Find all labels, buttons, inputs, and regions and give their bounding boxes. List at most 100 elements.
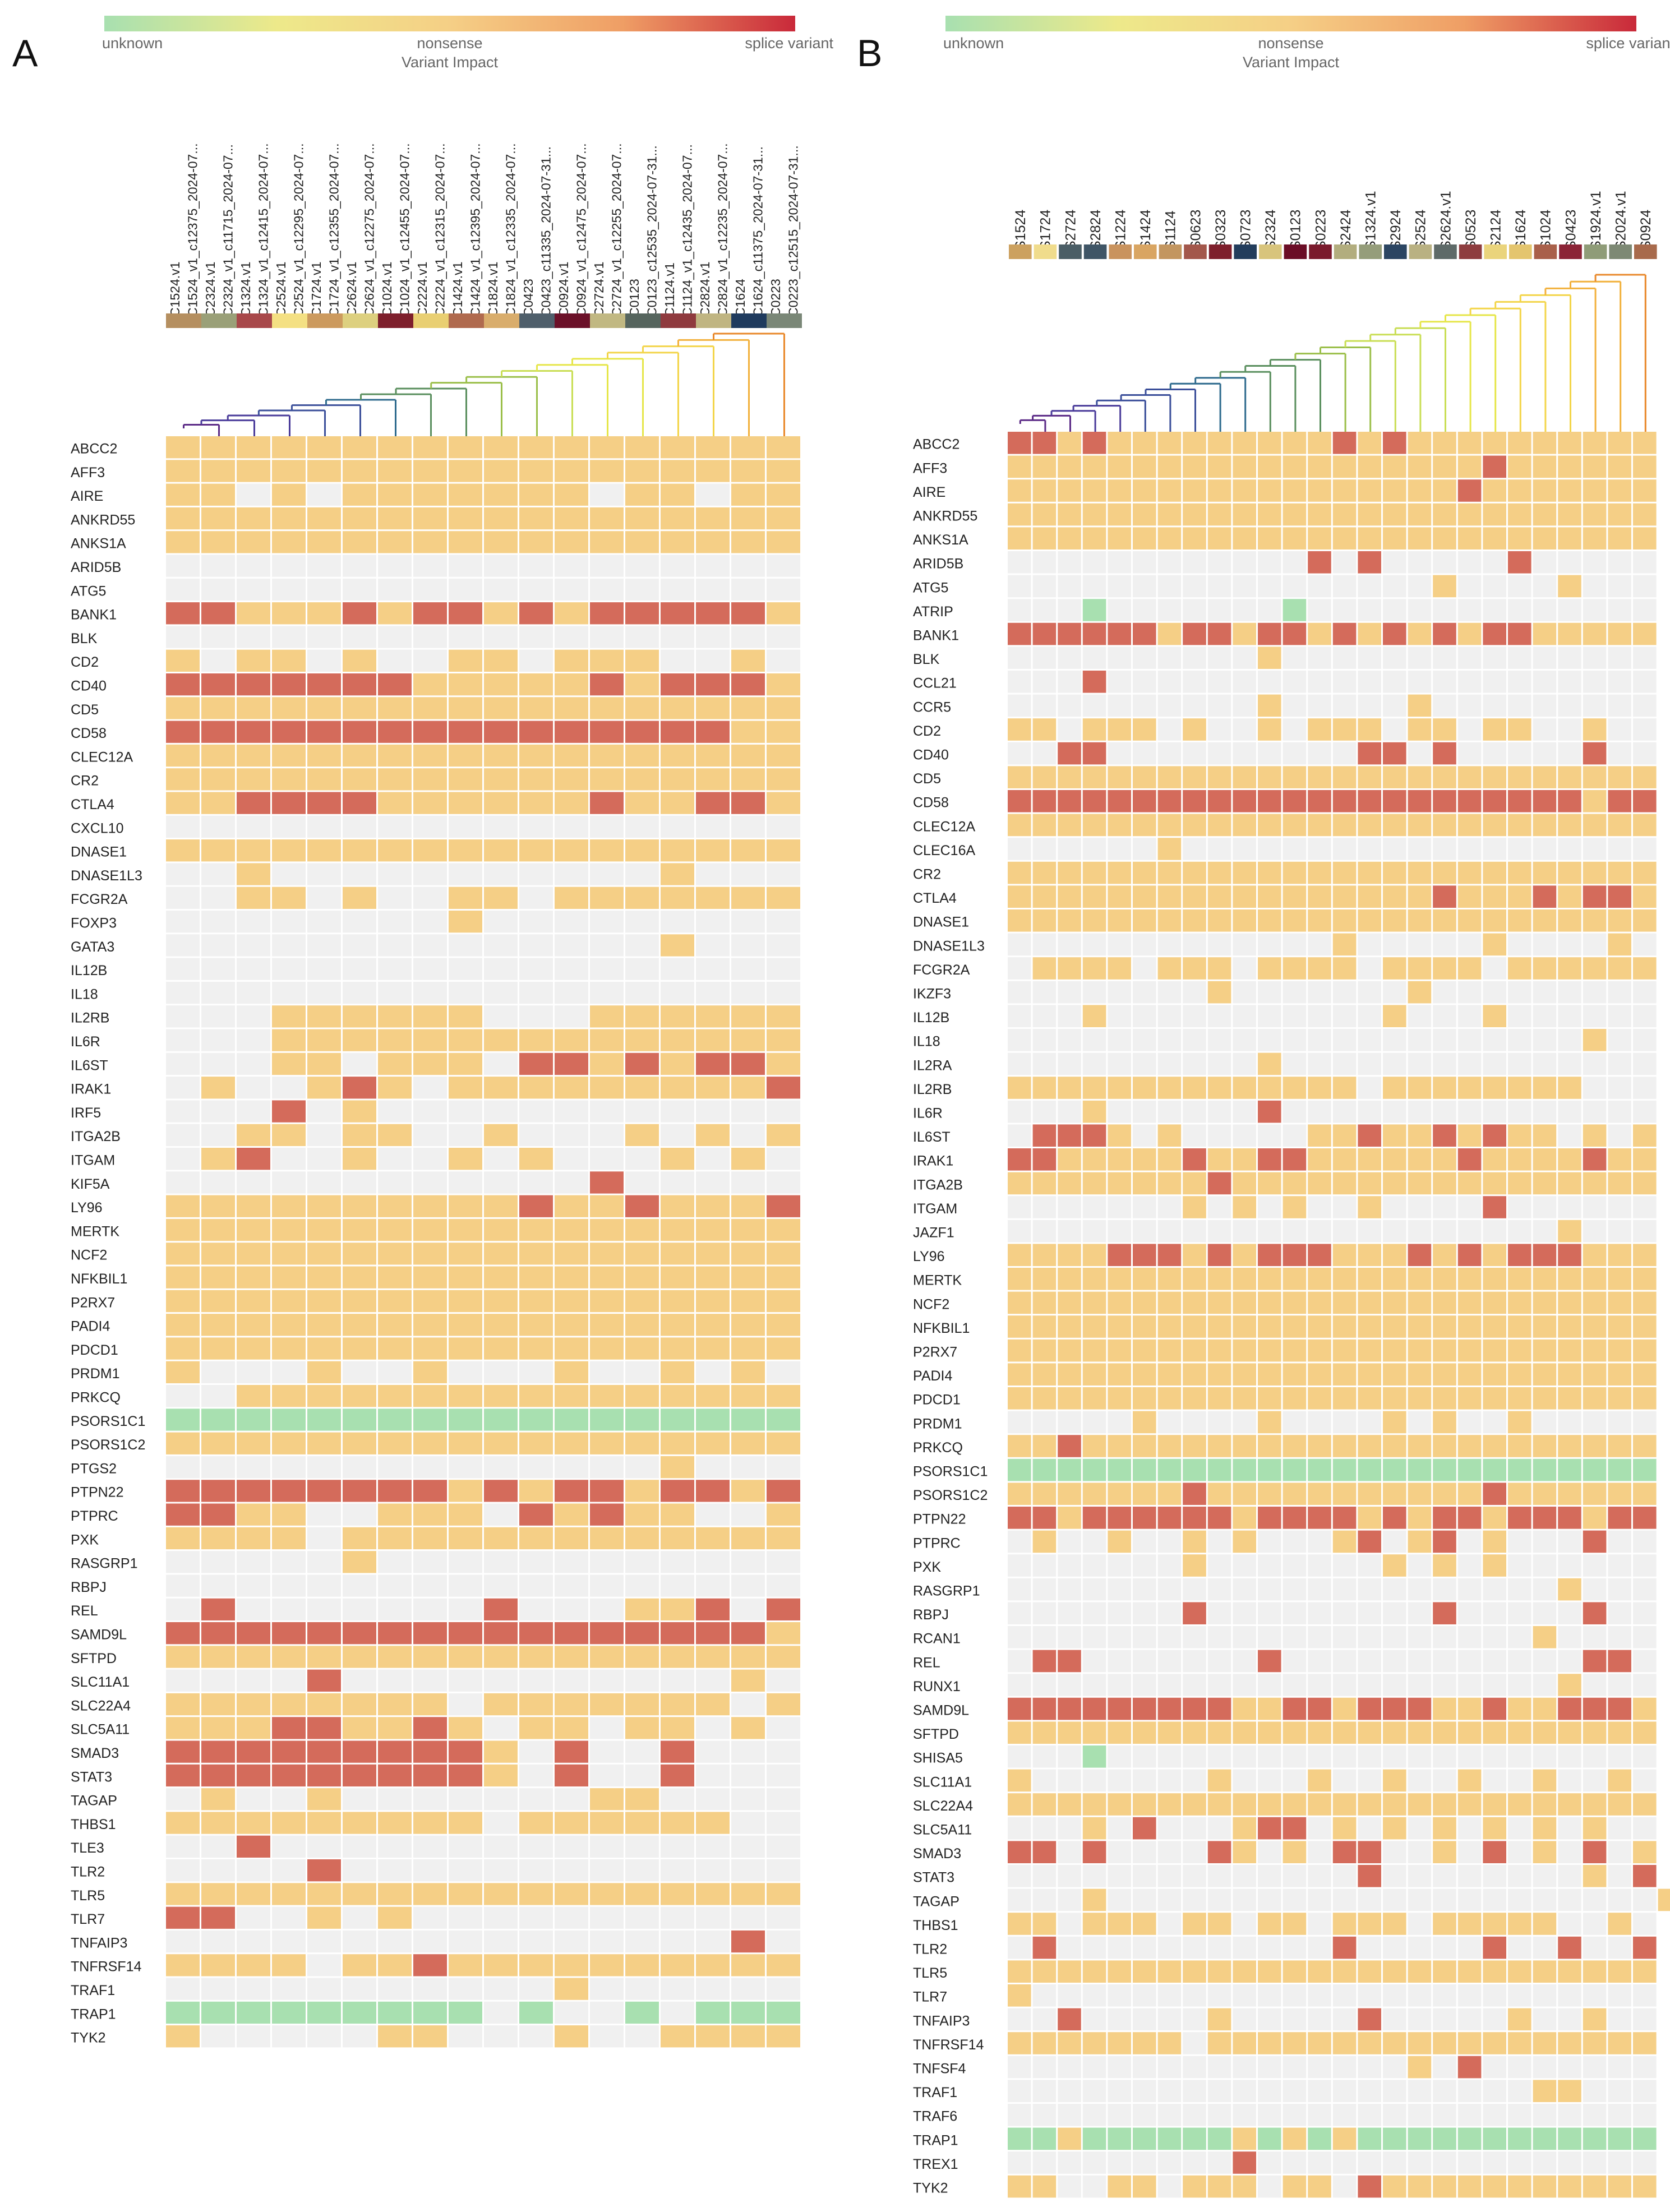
- heatmap-cell: [1133, 432, 1156, 454]
- heatmap-cell: [1483, 2104, 1506, 2126]
- heatmap-cell: [625, 1835, 659, 1858]
- heatmap-cell: [1408, 838, 1432, 860]
- heatmap-cell: [1032, 479, 1057, 502]
- heatmap-cell: [767, 1480, 800, 1502]
- heatmap-cell: [237, 815, 270, 838]
- heatmap-cell: [519, 507, 553, 530]
- heatmap-cell: [1283, 933, 1307, 956]
- heatmap-cell: [484, 1456, 518, 1479]
- heatmap-cell: [1383, 2032, 1406, 2054]
- heatmap-cell: [1082, 694, 1106, 717]
- heatmap-cell: [1457, 1220, 1482, 1243]
- heatmap-cell: [1032, 742, 1057, 765]
- heatmap-cell: [378, 1148, 412, 1170]
- heatmap-cell: [555, 1930, 588, 1953]
- heatmap-cell: [1358, 1077, 1381, 1099]
- heatmap-cell: [1207, 1984, 1231, 2007]
- sample-color-block: [237, 313, 272, 328]
- heatmap-cell: [449, 958, 482, 980]
- heatmap-cell: [731, 863, 765, 885]
- heatmap-cell: [1583, 909, 1607, 932]
- heatmap-cell: [1408, 1626, 1432, 1648]
- heatmap-cell: [1533, 790, 1557, 812]
- heatmap-cell: [1157, 671, 1182, 693]
- heatmap-cell: [1258, 599, 1281, 621]
- heatmap-cell: [307, 1195, 341, 1217]
- heatmap-cell: [1183, 1674, 1206, 1696]
- heatmap-cell: [661, 1574, 694, 1597]
- heatmap-cell: [519, 721, 553, 743]
- heatmap-cell: [1608, 957, 1631, 980]
- heatmap-cell: [1433, 527, 1456, 549]
- heatmap-cell: [1032, 885, 1057, 908]
- heatmap-cell: [1583, 814, 1607, 837]
- heatmap-cell: [237, 1835, 270, 1858]
- heatmap-cell: [343, 721, 376, 743]
- heatmap-cell: [237, 721, 270, 743]
- heatmap-cell: [519, 1409, 553, 1431]
- heatmap-cell: [1032, 981, 1057, 1004]
- heatmap-cell: [1032, 503, 1057, 526]
- heatmap-cell: [237, 1432, 270, 1454]
- gene-label: GATA3: [71, 939, 114, 955]
- heatmap-cell: [1233, 2056, 1256, 2079]
- heatmap-cell: [1533, 1913, 1557, 1935]
- heatmap-cell: [1558, 646, 1581, 669]
- heatmap-cell: [1108, 2104, 1131, 2126]
- heatmap-cell: [1207, 1315, 1231, 1338]
- heatmap-cell: [1483, 1411, 1506, 1434]
- heatmap-cell: [1608, 1172, 1631, 1195]
- heatmap-cell: [1082, 1650, 1106, 1673]
- heatmap-cell: [767, 1456, 800, 1479]
- heatmap-cell: [1183, 1578, 1206, 1601]
- heatmap-cell: [731, 1456, 765, 1479]
- heatmap-cell: [1058, 2056, 1081, 2079]
- heatmap-cell: [343, 2001, 376, 2024]
- heatmap-cell: [1433, 790, 1456, 812]
- heatmap-cell: [625, 673, 659, 696]
- heatmap-cell: [1332, 957, 1357, 980]
- sample-label: C0924_v1_c12475_2024-07...: [574, 144, 588, 317]
- heatmap-cell: [1308, 599, 1331, 621]
- heatmap-cell: [1183, 1626, 1206, 1648]
- heatmap-cell: [166, 744, 200, 767]
- heatmap-cell: [1358, 1363, 1381, 1386]
- gene-label: PTGS2: [71, 1461, 117, 1476]
- heatmap-cell: [1583, 1100, 1607, 1123]
- heatmap-cell: [1133, 2104, 1156, 2126]
- heatmap-cell: [1608, 694, 1631, 717]
- heatmap-cell: [201, 1385, 235, 1407]
- sample-label: S1924.v1: [1588, 191, 1604, 250]
- heatmap-cell: [1358, 527, 1381, 549]
- heatmap-cell: [307, 1669, 341, 1692]
- heatmap-cell: [1183, 694, 1206, 717]
- heatmap-cell: [1233, 1793, 1256, 1816]
- heatmap-cell: [237, 981, 270, 1004]
- heatmap-cell: [237, 1409, 270, 1431]
- heatmap-cell: [1383, 527, 1406, 549]
- heatmap-cell: [731, 1835, 765, 1858]
- heatmap-cell: [1558, 1052, 1581, 1075]
- heatmap-cell: [1082, 599, 1106, 621]
- heatmap-cell: [1233, 2008, 1256, 2031]
- heatmap-cell: [449, 815, 482, 838]
- heatmap-cell: [1008, 1005, 1031, 1027]
- heatmap-cell: [484, 649, 518, 672]
- heatmap-cell: [1633, 1339, 1657, 1362]
- heatmap-cell: [1058, 766, 1081, 788]
- heatmap-cell: [1258, 2056, 1281, 2079]
- heatmap-cell: [1433, 2127, 1456, 2150]
- heatmap-cell: [201, 531, 235, 553]
- heatmap-cell: [413, 1859, 447, 1882]
- heatmap-cell: [1433, 1435, 1456, 1457]
- sample-label: C1724.v1: [309, 262, 324, 317]
- heatmap-cell: [272, 1646, 306, 1668]
- heatmap-cell: [1058, 2080, 1081, 2102]
- heatmap-cell: [1408, 2151, 1432, 2174]
- heatmap-cell: [1008, 1602, 1031, 1624]
- heatmap-cell: [1108, 1602, 1131, 1624]
- heatmap-cell: [1457, 1841, 1482, 1863]
- heatmap-cell: [1358, 1411, 1381, 1434]
- heatmap-cell: [625, 792, 659, 814]
- heatmap-cell: [1308, 718, 1331, 741]
